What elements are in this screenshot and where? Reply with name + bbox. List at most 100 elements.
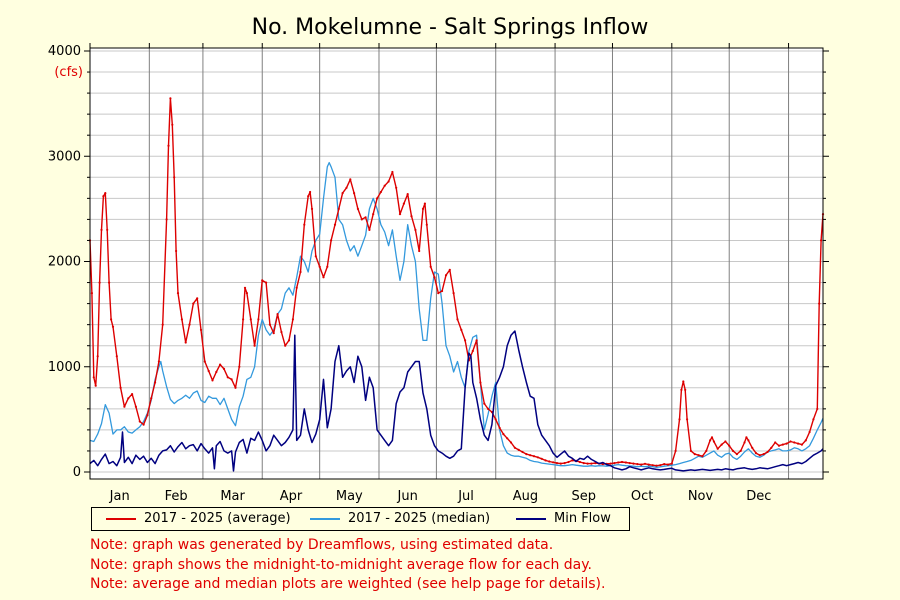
data-point [521, 450, 524, 454]
data-point [620, 460, 624, 464]
legend-item-min-flow: Min Flow [516, 511, 611, 526]
data-point [793, 441, 796, 444]
data-point [670, 462, 673, 465]
data-point [184, 341, 187, 344]
data-point [777, 444, 781, 447]
data-point [154, 381, 157, 384]
data-point [647, 463, 650, 466]
data-point [816, 407, 819, 410]
legend-item-median: 2017 - 2025 (median) [310, 511, 490, 526]
x-tick-label: Jul [457, 489, 474, 504]
data-point [322, 276, 325, 279]
data-point [739, 449, 742, 452]
data-point [414, 228, 417, 231]
data-point [418, 249, 421, 253]
data-point [731, 449, 735, 452]
data-point [448, 268, 451, 271]
data-point [356, 207, 359, 210]
data-point [536, 456, 539, 459]
data-point [398, 213, 402, 216]
data-point [360, 218, 363, 221]
data-point [131, 393, 134, 396]
data-point [766, 450, 769, 454]
data-point [243, 286, 247, 289]
data-point [171, 123, 174, 126]
data-point [123, 405, 126, 408]
data-point [716, 447, 719, 450]
data-point [138, 420, 141, 423]
data-point [345, 186, 348, 189]
data-point [563, 462, 566, 465]
data-point [617, 461, 620, 464]
data-point [253, 344, 256, 347]
x-tick-label: Dec [746, 489, 771, 504]
data-point [548, 460, 551, 463]
x-tick-label: Jan [109, 489, 130, 504]
chart-notes: Note: graph was generated by Dreamflows,… [90, 536, 605, 595]
data-point [444, 274, 448, 277]
data-point [709, 439, 712, 442]
data-point [571, 459, 574, 462]
data-point [758, 454, 761, 457]
data-point [724, 440, 727, 443]
plot-frame [89, 47, 824, 480]
data-point [751, 446, 754, 449]
data-point [559, 462, 562, 465]
data-point [188, 323, 191, 326]
data-point [333, 223, 337, 226]
data-point [818, 302, 821, 305]
data-point [207, 369, 210, 373]
data-point [506, 437, 509, 440]
data-point [167, 144, 170, 147]
data-point [800, 443, 804, 446]
data-point [142, 423, 145, 426]
data-point [567, 460, 570, 464]
data-point [372, 213, 375, 216]
legend-label-min-flow: Min Flow [554, 511, 611, 526]
note-line: Note: graph shows the midnight-to-midnig… [90, 556, 592, 573]
data-point [743, 441, 746, 444]
data-point [161, 323, 164, 326]
data-point [651, 464, 654, 467]
data-point [104, 192, 107, 195]
data-point [173, 176, 176, 179]
data-point [111, 325, 115, 328]
data-point [310, 207, 314, 210]
data-point [326, 265, 329, 268]
data-point [735, 453, 739, 456]
data-point [555, 462, 559, 465]
data-point [609, 462, 612, 465]
data-point [146, 414, 149, 417]
data-point [257, 318, 260, 321]
data-point [701, 455, 704, 458]
data-point [157, 360, 160, 363]
data-point [199, 328, 203, 331]
legend-label-median: 2017 - 2025 (median) [348, 511, 491, 526]
data-point [242, 318, 245, 321]
data-point [525, 453, 528, 456]
x-tick-label: Sep [572, 489, 597, 504]
series-line-2 [89, 330, 824, 472]
data-point [215, 370, 218, 374]
data-point [762, 453, 765, 456]
data-point [423, 202, 426, 205]
data-point [196, 297, 199, 300]
data-point [812, 418, 815, 421]
data-point [632, 462, 635, 465]
data-point [529, 454, 532, 457]
data-point [483, 402, 486, 405]
data-point [249, 318, 252, 321]
data-point [590, 462, 593, 465]
data-point [578, 460, 582, 464]
x-tick-label: Feb [165, 489, 188, 504]
data-point [674, 449, 677, 452]
data-point [680, 388, 683, 391]
data-point [643, 462, 647, 465]
y-tick-label: 4000 [48, 44, 81, 59]
data-point [684, 388, 687, 391]
chart-legend: 2017 - 2025 (average) 2017 - 2025 (media… [91, 507, 630, 531]
data-point [268, 323, 271, 326]
data-point [295, 286, 298, 289]
data-point [318, 265, 321, 268]
legend-swatch-average [106, 517, 136, 520]
